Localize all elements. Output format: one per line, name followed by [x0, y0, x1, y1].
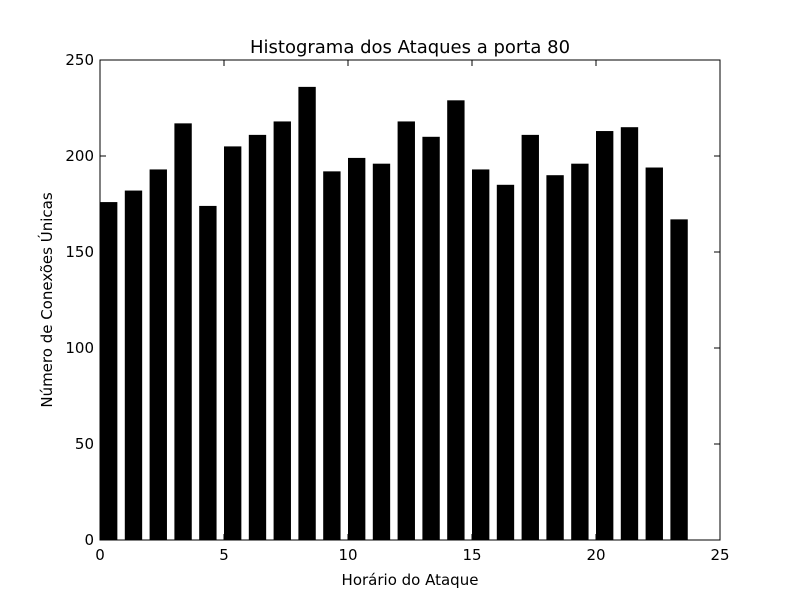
x-tick-label-20: 20	[586, 546, 605, 564]
x-tick-label-10: 10	[338, 546, 357, 564]
y-axis-label: Número de Conexões Únicas	[37, 192, 56, 407]
bar-hour-18	[546, 175, 564, 540]
bar-hour-19	[571, 163, 589, 540]
bar-hour-7	[273, 121, 291, 540]
bar-hour-6	[248, 134, 267, 540]
bar-hour-8	[298, 86, 316, 540]
bar-hour-22	[645, 167, 663, 540]
bar-hour-11	[372, 163, 391, 540]
bar-hour-12	[397, 121, 415, 540]
bar-hour-21	[620, 127, 639, 540]
y-tick-label-50: 50	[75, 435, 94, 453]
bar-hour-14	[447, 100, 465, 540]
x-tick-label-0: 0	[95, 546, 105, 564]
bar-hour-1	[124, 190, 143, 540]
y-tick-label-200: 200	[65, 147, 94, 165]
bar-hour-4	[199, 205, 217, 541]
y-tick-label-0: 0	[84, 531, 94, 549]
bar-hour-0	[100, 202, 118, 540]
bar-hour-5	[224, 146, 242, 540]
x-tick-label-15: 15	[462, 546, 481, 564]
bar-hour-13	[422, 136, 440, 541]
bar-hour-23	[670, 219, 688, 541]
bar-hour-9	[323, 171, 341, 541]
bar-hour-15	[472, 169, 490, 540]
bar-hour-16	[496, 184, 515, 541]
bar-hour-17	[521, 134, 539, 540]
y-tick-label-250: 250	[65, 51, 94, 69]
x-tick-label-5: 5	[219, 546, 229, 564]
bar-hour-3	[174, 123, 192, 541]
bar-hour-2	[149, 169, 167, 540]
plot-frame	[99, 59, 721, 541]
bar-hour-20	[596, 131, 614, 541]
chart-title: Histograma dos Ataques a porta 80	[250, 37, 570, 58]
x-tick-label-25: 25	[710, 546, 729, 564]
bars-group	[100, 86, 688, 541]
x-axis-label: Horário do Ataque	[342, 571, 479, 589]
y-tick-label-100: 100	[65, 339, 94, 357]
y-tick-label-150: 150	[65, 243, 94, 261]
bar-hour-10	[348, 157, 366, 541]
